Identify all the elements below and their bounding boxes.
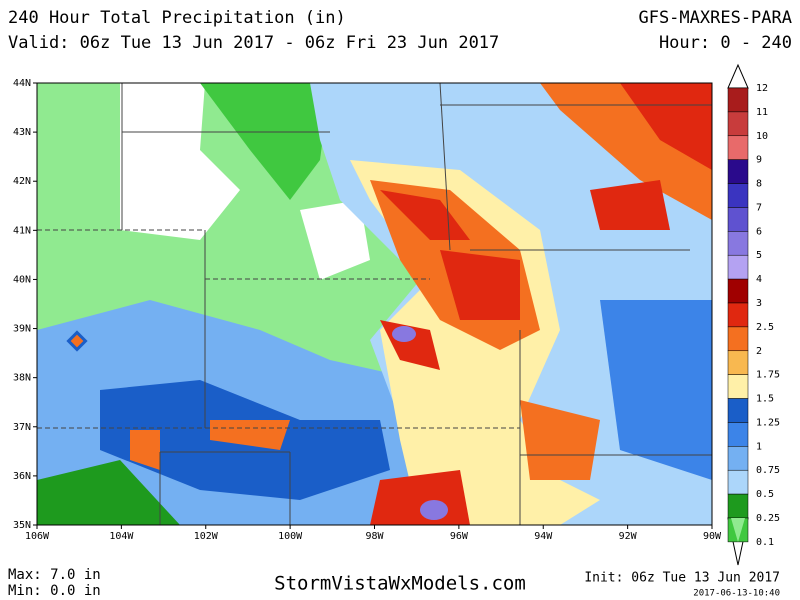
- colorbar-label: 0.25: [756, 513, 780, 524]
- color-swatch: [731, 518, 745, 542]
- lat-label: 37N: [13, 422, 31, 433]
- color-swatch: [727, 231, 749, 256]
- color-swatch: [727, 446, 749, 471]
- color-swatch: [727, 422, 749, 447]
- lat-label: 40N: [13, 274, 31, 285]
- colorbar-label: 4: [756, 274, 762, 285]
- colorbar-label: 0.75: [756, 465, 780, 476]
- color-swatch: [727, 159, 749, 184]
- color-swatch: [727, 135, 749, 160]
- colorbar-label: 2: [756, 346, 762, 357]
- color-swatch: [727, 469, 749, 495]
- color-swatch: [727, 398, 749, 423]
- lat-label: 41N: [13, 225, 31, 236]
- min-value: Min: 0.0 in: [8, 583, 101, 599]
- colorbar-label: 8: [756, 179, 762, 190]
- lon-label: 106W: [25, 531, 50, 542]
- lon-label: 98W: [365, 531, 384, 542]
- lat-label: 39N: [13, 324, 31, 335]
- lat-label: 35N: [13, 520, 31, 531]
- lat-label: 43N: [13, 127, 31, 138]
- valid-time: Valid: 06z Tue 13 Jun 2017 - 06z Fri 23 …: [8, 33, 499, 53]
- colorbar-label: 5: [756, 250, 762, 261]
- color-swatch: [727, 111, 749, 137]
- lon-label: 90W: [703, 531, 722, 542]
- colorbar-label: 11: [756, 107, 768, 118]
- color-swatch: [727, 207, 749, 232]
- lon-label: 102W: [194, 531, 219, 542]
- precip-field: [36, 82, 713, 526]
- lat-label: 44N: [13, 78, 31, 89]
- lon-label: 94W: [534, 531, 553, 542]
- color-swatch: [727, 278, 749, 304]
- colorbar-label: 1: [756, 441, 762, 452]
- hour-range: Hour: 0 - 240: [659, 33, 792, 53]
- color-swatch: [727, 87, 749, 113]
- lat-label: 38N: [13, 373, 31, 384]
- colorbar-label: 10: [756, 131, 768, 142]
- timestamp: 2017-06-13-10:40: [693, 589, 780, 599]
- color-swatch: [727, 326, 749, 352]
- lon-label: 100W: [278, 531, 303, 542]
- lat-label: 42N: [13, 176, 31, 187]
- colorbar-label: 9: [756, 155, 762, 166]
- model-name: GFS-MAXRES-PARA: [638, 8, 792, 28]
- colorbar-label: 6: [756, 226, 762, 237]
- colorbar-label: 1.75: [756, 370, 780, 381]
- init-time: Init: 06z Tue 13 Jun 2017: [584, 571, 780, 586]
- title: 240 Hour Total Precipitation (in): [8, 8, 346, 28]
- color-swatch: [727, 302, 749, 328]
- lon-label: 96W: [450, 531, 469, 542]
- colorbar-label: 0.5: [756, 489, 774, 500]
- lat-label: 36N: [13, 471, 31, 482]
- color-swatch: [727, 493, 749, 519]
- colorbar-label: 7: [756, 202, 762, 213]
- site-name: StormVistaWxModels.com: [274, 573, 526, 595]
- lon-label: 104W: [109, 531, 134, 542]
- colorbar-label: 3: [756, 298, 762, 309]
- color-swatch: [727, 254, 749, 280]
- color-swatch: [727, 350, 749, 375]
- lon-label: 92W: [619, 531, 638, 542]
- colorbar-label: 2.5: [756, 322, 774, 333]
- max-value: Max: 7.0 in: [8, 567, 101, 583]
- colorbar-label: 1.25: [756, 417, 780, 428]
- colorbar-label: 0.1: [756, 537, 774, 548]
- color-swatch: [727, 183, 749, 208]
- color-swatch: [727, 374, 749, 399]
- colorbar-label: 12: [756, 83, 768, 94]
- colorbar-label: 1.5: [756, 394, 774, 405]
